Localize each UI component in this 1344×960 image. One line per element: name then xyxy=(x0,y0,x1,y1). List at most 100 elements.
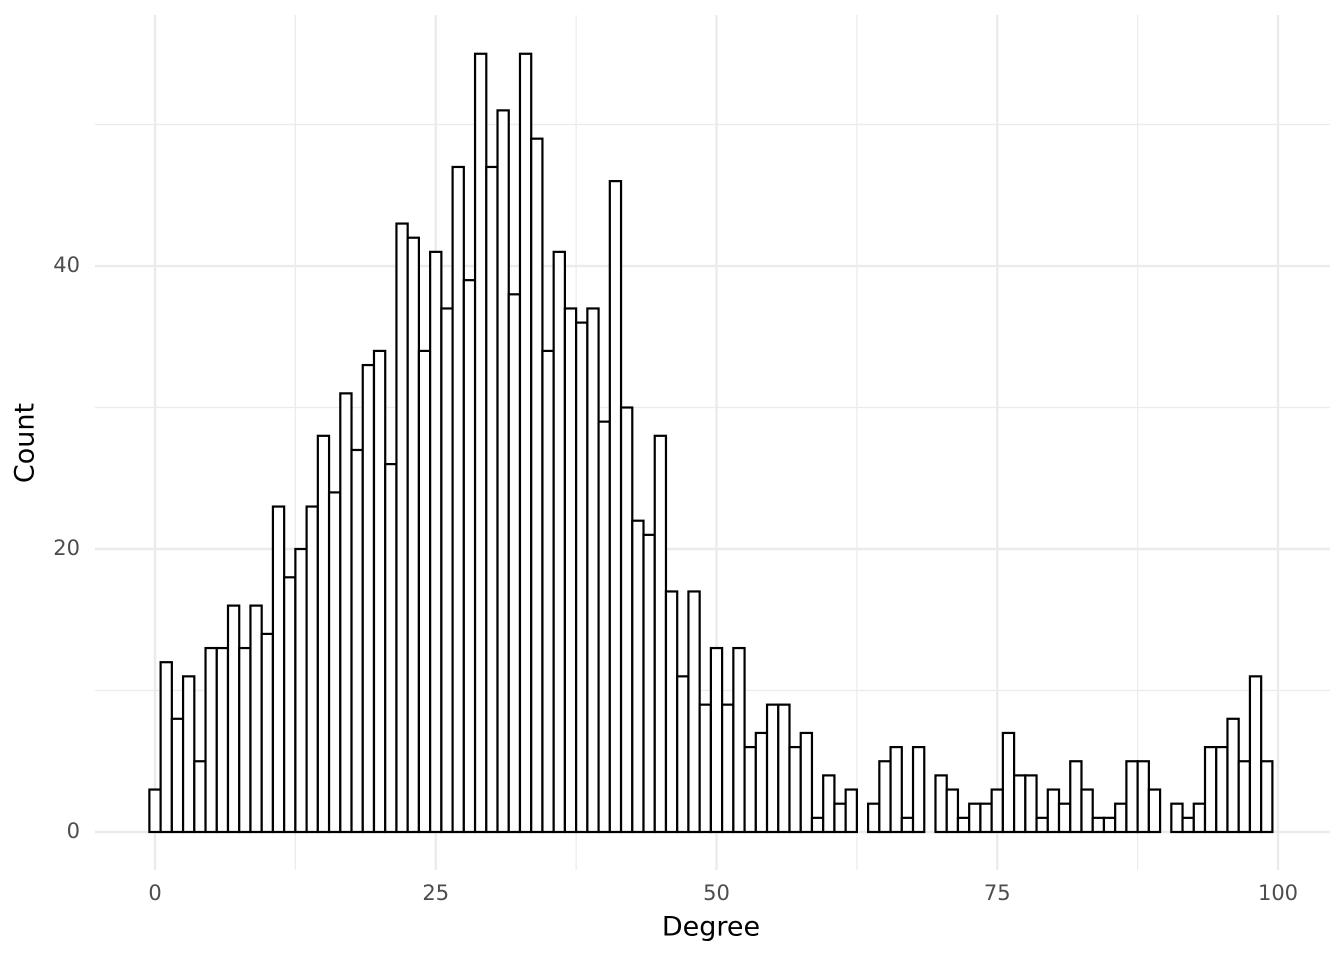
bar xyxy=(271,505,286,834)
bar xyxy=(597,420,611,834)
bar xyxy=(260,632,275,834)
bar xyxy=(238,646,252,834)
x-tick-label: 50 xyxy=(703,881,730,905)
bar xyxy=(911,745,926,834)
y-tick-label: 40 xyxy=(53,253,80,277)
bar xyxy=(507,293,522,834)
bar xyxy=(193,760,207,834)
bar xyxy=(743,745,757,834)
bar xyxy=(732,646,746,834)
bar xyxy=(429,250,443,834)
bar xyxy=(181,675,196,834)
bar xyxy=(1035,816,1049,834)
bar xyxy=(1024,774,1038,834)
bar xyxy=(462,279,477,834)
bar xyxy=(642,533,656,834)
bar xyxy=(676,675,690,834)
bar xyxy=(1102,816,1117,834)
bar xyxy=(822,774,836,834)
bar xyxy=(575,321,589,834)
bar xyxy=(799,731,814,834)
bar xyxy=(1260,760,1274,834)
bar xyxy=(1136,760,1150,834)
x-tick-label: 25 xyxy=(422,881,449,905)
bar xyxy=(698,703,712,834)
bar xyxy=(1091,816,1106,834)
bar xyxy=(440,307,454,834)
bar xyxy=(518,52,533,834)
bar xyxy=(810,816,825,834)
bar xyxy=(451,165,465,834)
bar xyxy=(990,788,1004,834)
bar xyxy=(765,703,780,834)
bar xyxy=(1057,802,1072,834)
bar xyxy=(350,448,364,834)
bar xyxy=(1125,760,1139,834)
x-tick-label: 75 xyxy=(984,881,1011,905)
bar xyxy=(608,180,623,834)
bar xyxy=(968,802,982,834)
x-axis-title: Degree xyxy=(662,912,760,943)
bar xyxy=(563,307,578,834)
bar xyxy=(1215,745,1229,834)
bar xyxy=(541,349,555,834)
bar xyxy=(1237,760,1252,834)
bar xyxy=(215,646,230,834)
bar xyxy=(384,463,398,834)
y-tick-label: 0 xyxy=(67,819,80,843)
bar xyxy=(653,434,668,834)
bar xyxy=(249,604,263,834)
bar xyxy=(316,434,331,834)
bar xyxy=(777,703,791,834)
bar xyxy=(1192,802,1207,834)
bar xyxy=(485,165,499,834)
y-axis-title: Count xyxy=(10,403,41,483)
bar xyxy=(619,406,634,834)
bar xyxy=(956,816,971,834)
bar xyxy=(294,547,308,834)
bar xyxy=(339,392,353,834)
bar xyxy=(530,137,544,834)
bar xyxy=(664,590,679,834)
bar xyxy=(473,52,488,834)
bar xyxy=(844,788,858,834)
y-tick-label: 20 xyxy=(53,536,80,560)
bar xyxy=(1012,774,1027,834)
bar xyxy=(1069,760,1083,834)
bar xyxy=(1248,675,1263,834)
bar xyxy=(1226,717,1240,834)
bar xyxy=(406,236,421,834)
bar xyxy=(148,788,162,834)
bar xyxy=(889,745,903,834)
bar xyxy=(226,604,241,834)
x-tick-label: 0 xyxy=(148,881,161,905)
bar xyxy=(1114,802,1128,834)
bar xyxy=(159,661,173,834)
bar xyxy=(867,802,881,834)
bar xyxy=(1001,731,1016,834)
bar xyxy=(327,491,342,834)
bar xyxy=(283,576,297,834)
bar xyxy=(1080,788,1094,834)
bar xyxy=(417,349,432,834)
bar xyxy=(721,703,735,834)
bar xyxy=(204,646,218,834)
bar xyxy=(945,788,960,834)
bar xyxy=(305,505,319,834)
bar xyxy=(1046,788,1061,834)
bar xyxy=(934,774,948,834)
bar xyxy=(372,349,387,834)
bar xyxy=(900,816,915,834)
bar xyxy=(496,109,510,834)
bar xyxy=(552,250,566,834)
bar xyxy=(586,307,600,834)
bar xyxy=(170,717,185,834)
bar xyxy=(709,646,724,834)
bar xyxy=(687,590,701,834)
bar xyxy=(788,745,802,834)
bar xyxy=(979,802,993,834)
bar xyxy=(395,222,409,834)
bar xyxy=(361,363,376,834)
